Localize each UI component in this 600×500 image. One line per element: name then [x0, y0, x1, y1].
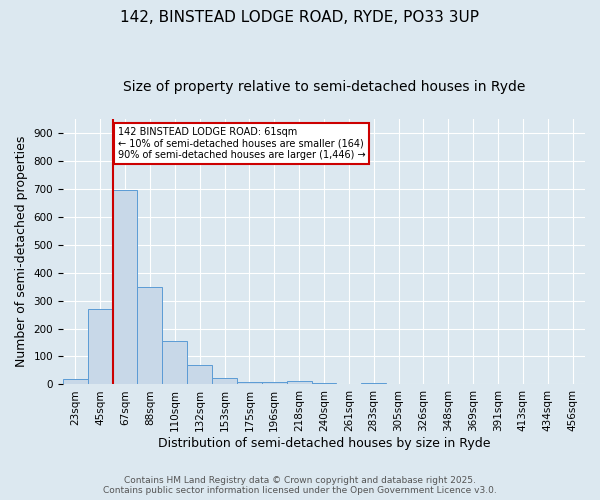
Bar [113, 190, 137, 384]
Bar [287, 381, 311, 384]
Bar [63, 379, 88, 384]
Bar [212, 378, 237, 384]
X-axis label: Distribution of semi-detached houses by size in Ryde: Distribution of semi-detached houses by … [158, 437, 490, 450]
Bar [262, 382, 287, 384]
Text: Contains HM Land Registry data © Crown copyright and database right 2025.
Contai: Contains HM Land Registry data © Crown c… [103, 476, 497, 495]
Text: 142 BINSTEAD LODGE ROAD: 61sqm
← 10% of semi-detached houses are smaller (164)
9: 142 BINSTEAD LODGE ROAD: 61sqm ← 10% of … [118, 127, 365, 160]
Bar [137, 286, 163, 384]
Title: Size of property relative to semi-detached houses in Ryde: Size of property relative to semi-detach… [123, 80, 525, 94]
Bar [311, 383, 337, 384]
Bar [88, 309, 113, 384]
Text: 142, BINSTEAD LODGE ROAD, RYDE, PO33 3UP: 142, BINSTEAD LODGE ROAD, RYDE, PO33 3UP [121, 10, 479, 25]
Y-axis label: Number of semi-detached properties: Number of semi-detached properties [15, 136, 28, 368]
Bar [187, 366, 212, 384]
Bar [163, 341, 187, 384]
Bar [361, 382, 386, 384]
Bar [237, 382, 262, 384]
